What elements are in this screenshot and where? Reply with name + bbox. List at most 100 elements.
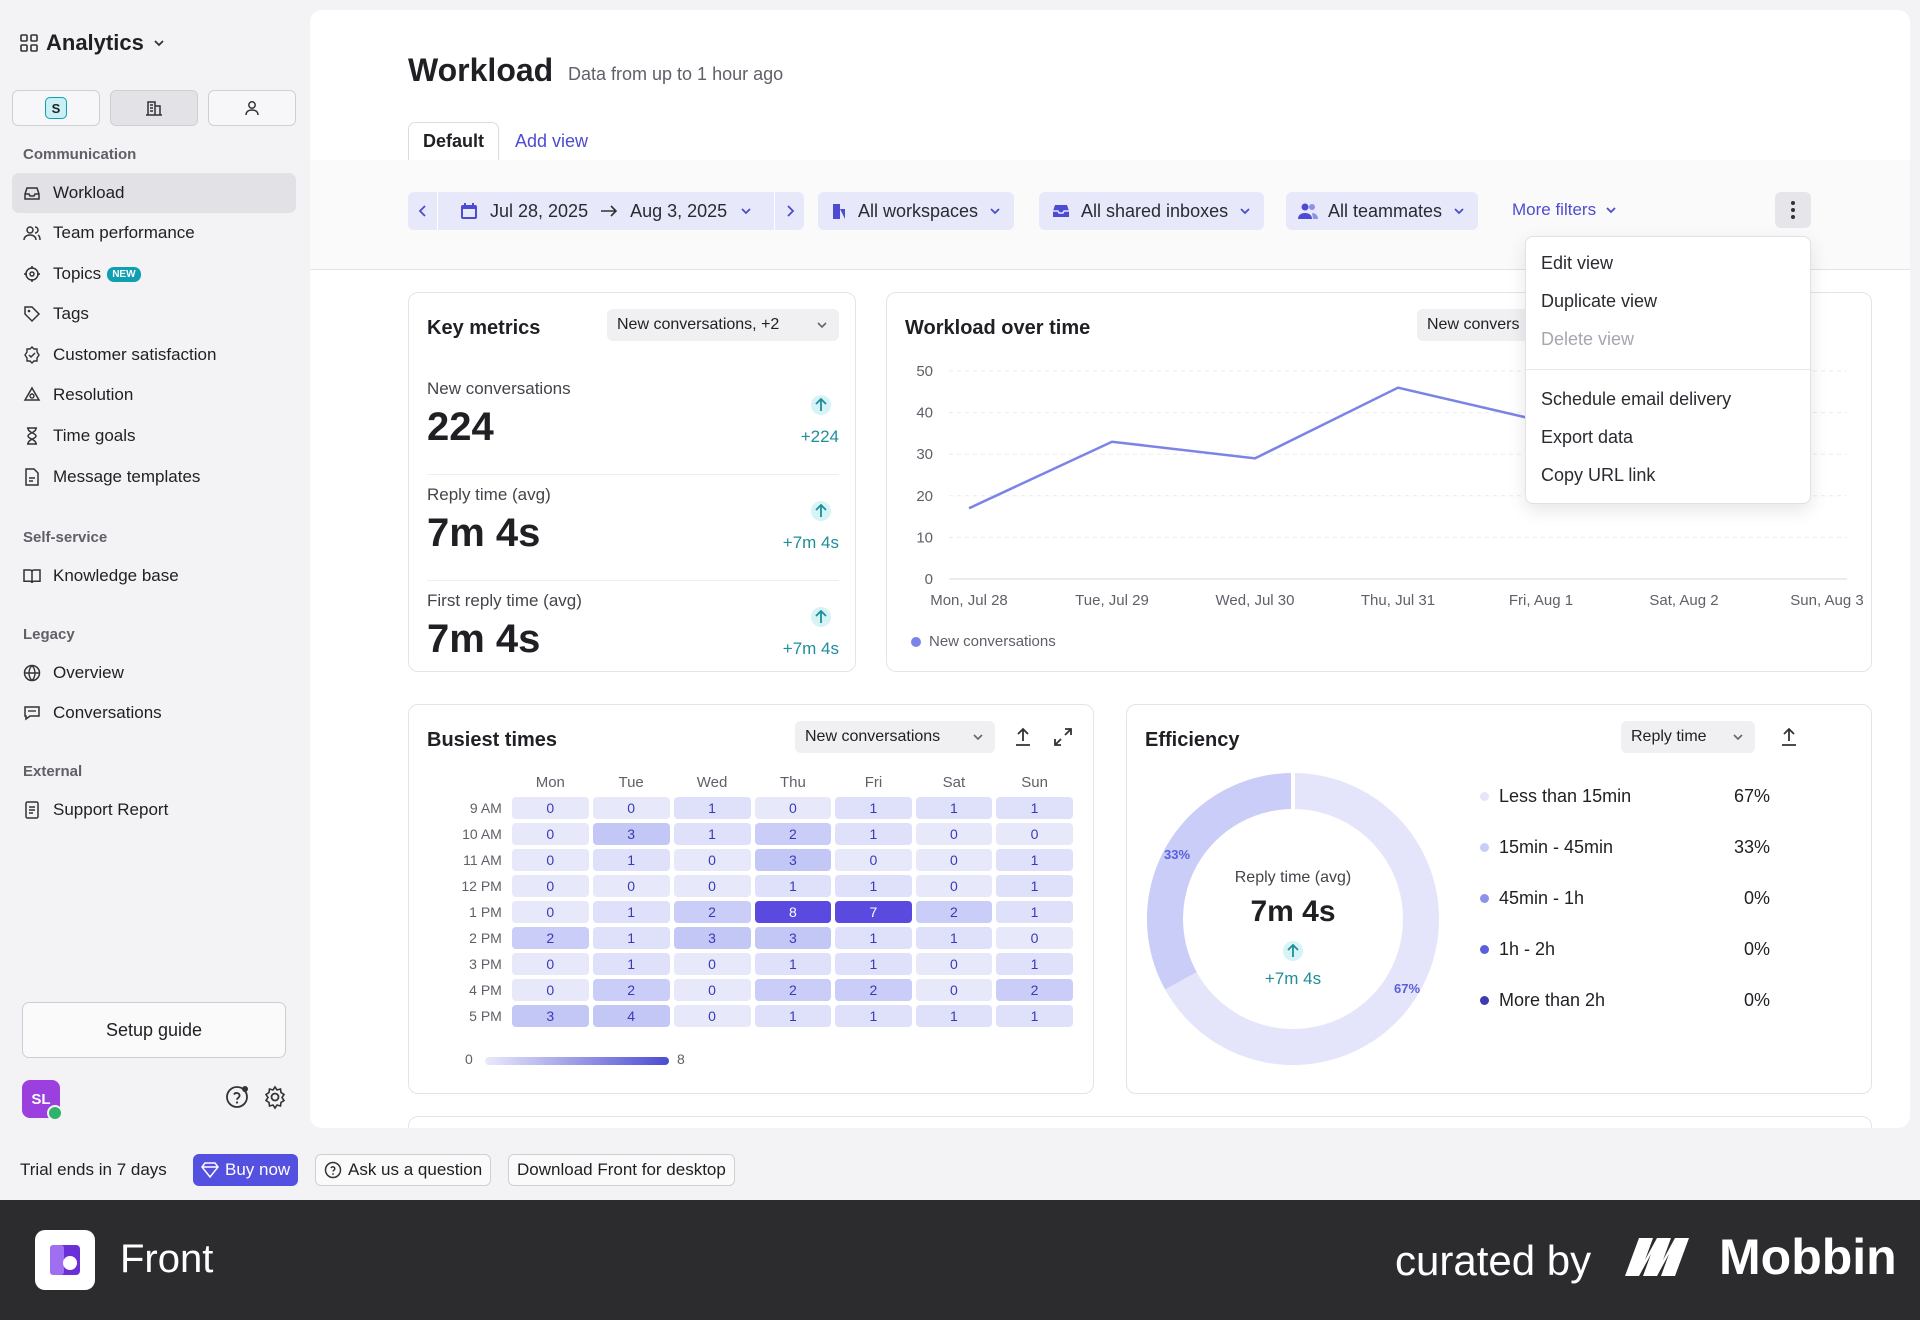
heatmap-cell[interactable]: 1 <box>835 1005 912 1027</box>
heatmap-cell[interactable]: 1 <box>835 927 912 949</box>
menu-item-duplicate-view[interactable]: Duplicate view <box>1541 291 1658 311</box>
busiest-times-selector[interactable]: New conversations <box>795 721 995 753</box>
next-range-button[interactable] <box>774 192 804 230</box>
inboxes-filter[interactable]: All shared inboxes <box>1039 192 1265 230</box>
heatmap-cell[interactable]: 2 <box>835 979 912 1001</box>
sidebar-item-conversations[interactable]: Conversations <box>12 693 296 733</box>
heatmap-cell[interactable]: 0 <box>511 849 589 871</box>
heatmap-cell[interactable]: 1 <box>996 849 1073 871</box>
heatmap-cell[interactable]: 1 <box>996 901 1073 923</box>
heatmap-cell[interactable]: 1 <box>754 1005 832 1027</box>
tab-add-view[interactable]: Add view <box>515 130 589 151</box>
heatmap-cell[interactable]: 0 <box>915 823 993 845</box>
heatmap-cell[interactable]: 1 <box>915 927 993 949</box>
tab-default[interactable]: Default <box>408 122 500 160</box>
gear-icon[interactable] <box>262 1084 288 1110</box>
scope-personal-button[interactable]: S <box>12 90 100 126</box>
prev-range-button[interactable] <box>408 192 438 230</box>
heatmap-cell[interactable]: 7 <box>835 901 912 923</box>
heatmap-cell[interactable]: 2 <box>511 927 589 949</box>
heatmap-cell[interactable]: 1 <box>835 953 912 975</box>
heatmap-cell[interactable]: 1 <box>592 901 670 923</box>
heatmap-cell[interactable]: 0 <box>996 927 1073 949</box>
heatmap-cell[interactable]: 0 <box>673 849 751 871</box>
sidebar-item-team-performance[interactable]: Team performance <box>12 213 296 253</box>
sidebar-item-topics[interactable]: Topics NEW <box>12 254 296 294</box>
heatmap-cell[interactable]: 1 <box>592 953 670 975</box>
sidebar-item-overview[interactable]: Overview <box>12 653 296 693</box>
heatmap-cell[interactable]: 2 <box>592 979 670 1001</box>
heatmap-cell[interactable]: 0 <box>915 979 993 1001</box>
heatmap-cell[interactable]: 1 <box>915 1005 993 1027</box>
sidebar-item-tags[interactable]: Tags <box>12 294 296 334</box>
heatmap-cell[interactable]: 2 <box>673 901 751 923</box>
heatmap-cell[interactable]: 1 <box>835 797 912 819</box>
menu-item-export-data[interactable]: Export data <box>1541 427 1634 447</box>
heatmap-cell[interactable]: 1 <box>996 1005 1073 1027</box>
heatmap-cell[interactable]: 1 <box>996 875 1073 897</box>
heatmap-cell[interactable]: 0 <box>673 1005 751 1027</box>
sidebar-item-knowledge-base[interactable]: Knowledge base <box>12 556 296 596</box>
heatmap-cell[interactable]: 1 <box>592 927 670 949</box>
heatmap-cell[interactable]: 1 <box>673 823 751 845</box>
ask-question-button[interactable]: Ask us a question <box>315 1154 492 1186</box>
heatmap-cell[interactable]: 0 <box>835 849 912 871</box>
expand-icon[interactable] <box>1053 727 1073 747</box>
heatmap-cell[interactable]: 0 <box>673 953 751 975</box>
heatmap-cell[interactable]: 3 <box>673 927 751 949</box>
heatmap-cell[interactable]: 1 <box>754 953 832 975</box>
heatmap-cell[interactable]: 0 <box>511 797 589 819</box>
sidebar-item-message-templates[interactable]: Message templates <box>12 457 296 497</box>
scope-teammate-button[interactable] <box>208 90 296 126</box>
heatmap-cell[interactable]: 2 <box>996 979 1073 1001</box>
heatmap-cell[interactable]: 0 <box>673 875 751 897</box>
heatmap-cell[interactable]: 1 <box>996 953 1073 975</box>
teammates-filter[interactable]: All teammates <box>1286 192 1479 230</box>
setup-guide-button[interactable]: Setup guide <box>22 1002 286 1058</box>
sidebar-item-workload[interactable]: Workload <box>12 173 296 213</box>
heatmap-cell[interactable]: 1 <box>835 875 912 897</box>
menu-item-schedule-email[interactable]: Schedule email delivery <box>1541 389 1732 409</box>
key-metrics-selector[interactable]: New conversations, +2 <box>607 309 839 341</box>
avatar[interactable]: SL <box>22 1080 63 1121</box>
heatmap-cell[interactable]: 0 <box>592 797 670 819</box>
menu-item-copy-url[interactable]: Copy URL link <box>1541 465 1656 485</box>
sidebar-item-resolution[interactable]: Resolution <box>12 375 296 415</box>
heatmap-cell[interactable]: 0 <box>915 953 993 975</box>
buy-now-button[interactable]: Buy now <box>193 1154 299 1186</box>
heatmap-cell[interactable]: 3 <box>511 1005 589 1027</box>
heatmap-cell[interactable]: 2 <box>754 823 832 845</box>
sidebar-item-support-report[interactable]: Support Report <box>12 790 296 830</box>
heatmap-cell[interactable]: 0 <box>511 979 589 1001</box>
heatmap-cell[interactable]: 0 <box>673 979 751 1001</box>
heatmap-cell[interactable]: 0 <box>511 901 589 923</box>
export-icon[interactable] <box>1779 727 1799 747</box>
app-switcher[interactable]: Analytics <box>20 30 166 56</box>
heatmap-cell[interactable]: 3 <box>754 849 832 871</box>
heatmap-cell[interactable]: 0 <box>915 849 993 871</box>
heatmap-cell[interactable]: 0 <box>996 823 1073 845</box>
heatmap-cell[interactable]: 1 <box>915 797 993 819</box>
heatmap-cell[interactable]: 1 <box>673 797 751 819</box>
heatmap-cell[interactable]: 0 <box>511 875 589 897</box>
help-icon[interactable] <box>224 1084 250 1110</box>
view-options-button[interactable] <box>1775 192 1811 228</box>
workspaces-filter[interactable]: All workspaces <box>818 192 1015 230</box>
heatmap-cell[interactable]: 2 <box>754 979 832 1001</box>
heatmap-cell[interactable]: 1 <box>592 849 670 871</box>
efficiency-selector[interactable]: Reply time <box>1621 721 1755 753</box>
heatmap-cell[interactable]: 0 <box>754 797 832 819</box>
heatmap-cell[interactable]: 0 <box>592 875 670 897</box>
download-desktop-button[interactable]: Download Front for desktop <box>508 1154 735 1186</box>
sidebar-item-customer-satisfaction[interactable]: Customer satisfaction <box>12 335 296 375</box>
menu-item-edit-view[interactable]: Edit view <box>1541 253 1614 273</box>
sidebar-item-time-goals[interactable]: Time goals <box>12 416 296 456</box>
heatmap-cell[interactable]: 3 <box>754 927 832 949</box>
export-icon[interactable] <box>1013 727 1033 747</box>
more-filters-button[interactable]: More filters <box>1512 200 1618 220</box>
heatmap-cell[interactable]: 0 <box>511 953 589 975</box>
heatmap-cell[interactable]: 8 <box>754 901 832 923</box>
scope-company-button[interactable] <box>110 90 198 126</box>
heatmap-cell[interactable]: 1 <box>754 875 832 897</box>
heatmap-cell[interactable]: 2 <box>915 901 993 923</box>
